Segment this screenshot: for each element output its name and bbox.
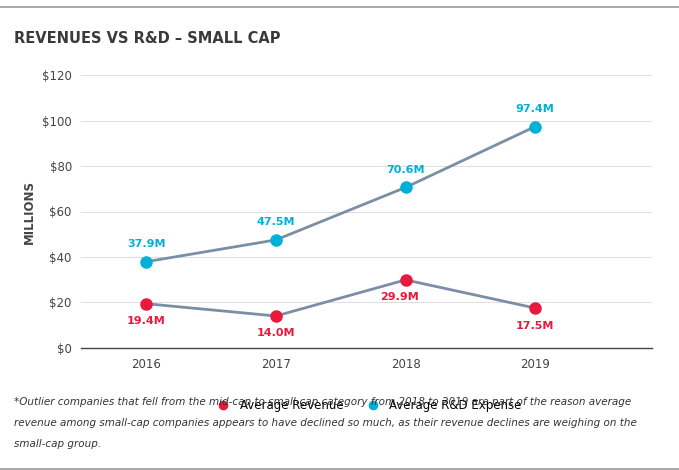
Text: small-cap group.: small-cap group.	[14, 439, 100, 449]
Text: 14.0M: 14.0M	[257, 329, 295, 338]
Text: *Outlier companies that fell from the mid-cap to small-cap category from 2018 to: *Outlier companies that fell from the mi…	[14, 397, 631, 407]
Text: 29.9M: 29.9M	[380, 292, 418, 302]
Legend: Average Revenue, Average R&D Expense: Average Revenue, Average R&D Expense	[206, 395, 527, 417]
Text: revenue among small-cap companies appears to have declined so much, as their rev: revenue among small-cap companies appear…	[14, 418, 636, 428]
Text: 47.5M: 47.5M	[257, 218, 295, 227]
Text: 17.5M: 17.5M	[516, 321, 554, 330]
Text: REVENUES VS R&D – SMALL CAP: REVENUES VS R&D – SMALL CAP	[14, 31, 280, 46]
Text: 19.4M: 19.4M	[127, 316, 166, 326]
Text: 37.9M: 37.9M	[127, 239, 166, 249]
Text: 70.6M: 70.6M	[386, 165, 425, 175]
Text: 97.4M: 97.4M	[516, 104, 555, 114]
Y-axis label: MILLIONS: MILLIONS	[23, 180, 37, 243]
